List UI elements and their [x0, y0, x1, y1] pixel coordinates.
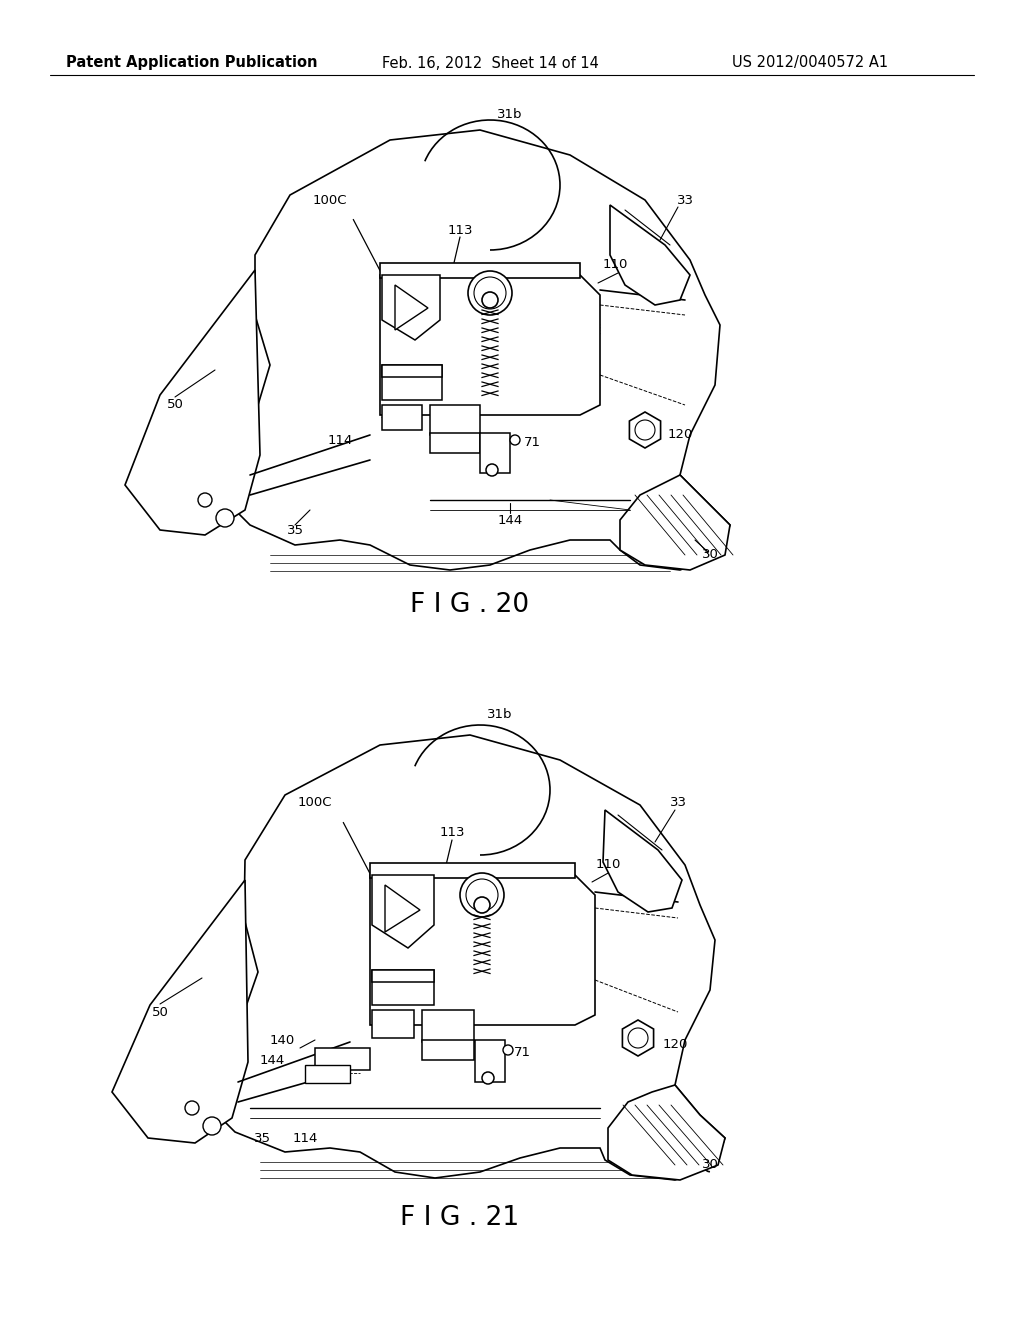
Text: F I G . 21: F I G . 21	[400, 1205, 519, 1232]
Bar	[480, 433, 510, 473]
Text: US 2012/0040572 A1: US 2012/0040572 A1	[732, 55, 888, 70]
Circle shape	[185, 1101, 199, 1115]
Text: 71: 71	[523, 437, 541, 450]
Circle shape	[474, 898, 490, 913]
Text: 113: 113	[439, 825, 465, 838]
Polygon shape	[205, 735, 725, 1180]
Polygon shape	[630, 412, 660, 447]
Text: 142: 142	[429, 1015, 455, 1028]
Text: 100C: 100C	[298, 796, 332, 808]
Text: 30: 30	[701, 1159, 719, 1172]
Polygon shape	[623, 1020, 653, 1056]
Text: 30: 30	[701, 549, 719, 561]
Polygon shape	[382, 275, 440, 341]
Bar	[430, 405, 480, 436]
Text: 35: 35	[287, 524, 303, 536]
Bar	[382, 366, 442, 378]
Circle shape	[198, 492, 212, 507]
Text: 110: 110	[602, 259, 628, 272]
Bar	[372, 970, 434, 982]
Circle shape	[466, 879, 498, 911]
Bar	[382, 405, 422, 430]
Polygon shape	[125, 271, 260, 535]
Text: 31b: 31b	[487, 709, 513, 722]
Text: 35: 35	[254, 1131, 270, 1144]
Text: 100C: 100C	[312, 194, 347, 206]
Circle shape	[468, 271, 512, 315]
Bar	[430, 433, 480, 453]
Text: 33: 33	[670, 796, 686, 808]
Text: 114: 114	[292, 1131, 317, 1144]
Text: 113: 113	[447, 223, 473, 236]
Polygon shape	[380, 275, 600, 414]
Bar	[372, 1010, 414, 1038]
Polygon shape	[385, 884, 420, 932]
Circle shape	[486, 465, 498, 477]
Polygon shape	[608, 1085, 725, 1180]
Text: 141: 141	[392, 374, 418, 387]
Circle shape	[216, 510, 234, 527]
Bar	[380, 263, 580, 279]
Polygon shape	[370, 875, 595, 1026]
Circle shape	[474, 277, 506, 309]
Bar	[475, 1040, 505, 1082]
Text: 145: 145	[389, 882, 415, 895]
Circle shape	[510, 436, 520, 445]
Text: 146: 146	[517, 343, 543, 356]
Text: 110: 110	[595, 858, 621, 871]
Text: 50: 50	[167, 399, 183, 412]
Text: 120: 120	[668, 429, 692, 441]
Circle shape	[482, 292, 498, 308]
Text: 140: 140	[485, 449, 511, 462]
Bar	[422, 1040, 474, 1060]
Circle shape	[628, 1028, 648, 1048]
Bar	[422, 1010, 474, 1041]
Bar	[372, 970, 434, 1005]
Bar	[370, 863, 575, 878]
Circle shape	[460, 873, 504, 917]
Polygon shape	[603, 810, 682, 912]
Text: 143: 143	[379, 408, 404, 421]
Bar	[382, 366, 442, 400]
Polygon shape	[620, 475, 730, 570]
Text: 33: 33	[677, 194, 693, 206]
Bar	[305, 1065, 350, 1082]
Text: 142: 142	[435, 408, 461, 421]
Polygon shape	[610, 205, 690, 305]
Text: 114: 114	[328, 433, 352, 446]
Polygon shape	[220, 129, 730, 570]
Circle shape	[203, 1117, 221, 1135]
Text: 144: 144	[498, 513, 522, 527]
Text: 50: 50	[152, 1006, 168, 1019]
Circle shape	[482, 1072, 494, 1084]
Text: 146: 146	[509, 952, 535, 965]
Text: 144: 144	[259, 1053, 285, 1067]
Text: Feb. 16, 2012  Sheet 14 of 14: Feb. 16, 2012 Sheet 14 of 14	[382, 55, 598, 70]
Text: 140: 140	[269, 1034, 295, 1047]
Polygon shape	[395, 285, 428, 330]
Circle shape	[635, 420, 655, 440]
Polygon shape	[372, 875, 434, 948]
Text: Patent Application Publication: Patent Application Publication	[67, 55, 317, 70]
Text: 71: 71	[513, 1045, 530, 1059]
Text: 145: 145	[399, 279, 425, 292]
Polygon shape	[112, 880, 248, 1143]
Bar	[315, 1048, 370, 1071]
Circle shape	[503, 1045, 513, 1055]
Text: 143: 143	[370, 1015, 394, 1028]
Text: 31b: 31b	[498, 108, 522, 121]
Text: F I G . 20: F I G . 20	[411, 591, 529, 618]
Text: 120: 120	[663, 1039, 688, 1052]
Text: 141: 141	[379, 982, 404, 994]
